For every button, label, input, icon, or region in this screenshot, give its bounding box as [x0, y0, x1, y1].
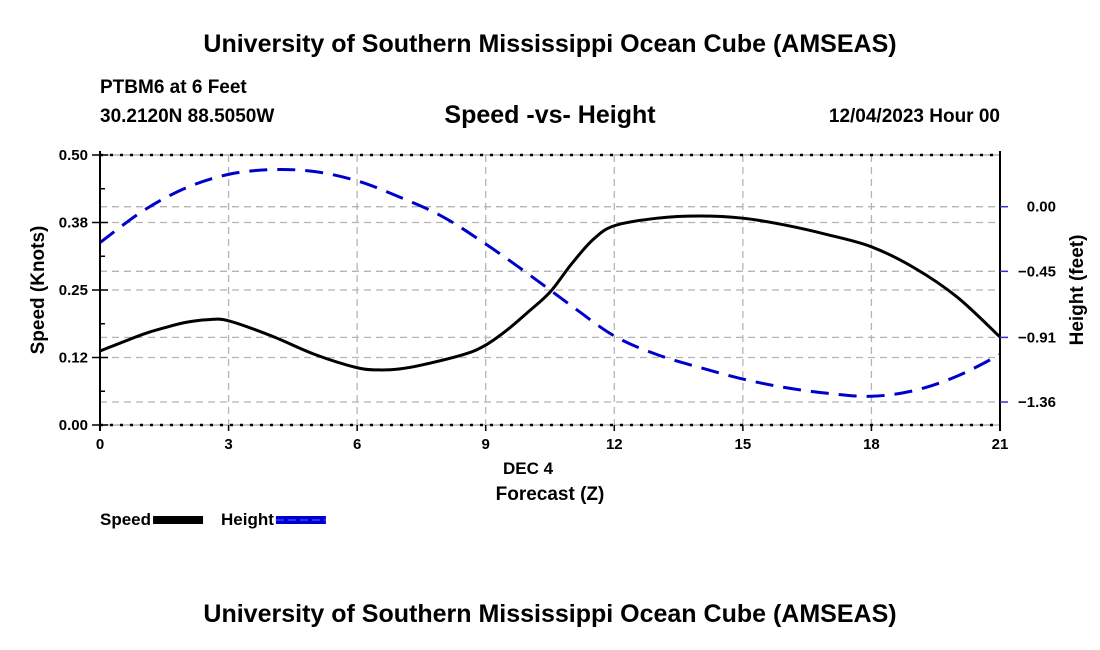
chart-subtitle: Speed -vs- Height: [444, 101, 656, 129]
y-tick-label: 0.38: [59, 215, 88, 232]
y2-tick-label: −0.91: [1018, 329, 1056, 346]
y-axis-label: Speed (Knots): [28, 226, 49, 355]
x-tick-label: 3: [224, 436, 232, 453]
x-axis-label: Forecast (Z): [496, 484, 605, 505]
x-sublabel: DEC 4: [503, 459, 554, 478]
series-layer: [99, 167, 1002, 398]
y2-tick-label: −0.45: [1018, 263, 1056, 280]
y-tick-label: 0.50: [59, 147, 88, 164]
legend: Speed Height: [100, 510, 326, 529]
x-tick-label: 15: [735, 436, 752, 453]
y-tick-label: 0.25: [59, 282, 88, 299]
coordinates-label: 30.2120N 88.5050W: [100, 106, 275, 127]
axes: 0 3 6 9 12 15 18 21 0.00 0.12 0.25 0.38 0.50 0.00 −0.4…: [59, 147, 1056, 453]
x-tick-label: 9: [482, 436, 490, 453]
y2-axis-label: Height (feet): [1067, 235, 1088, 346]
y2-tick-label: −1.36: [1018, 394, 1056, 411]
x-tick-label: 0: [96, 436, 104, 453]
x-tick-label: 18: [863, 436, 880, 453]
series-speed-line: [99, 214, 1002, 372]
forecast-datetime: 12/04/2023 Hour 00: [828, 106, 1000, 127]
x-tick-label: 21: [992, 436, 1009, 453]
station-label: PTBM6 at 6 Feet: [100, 77, 247, 98]
footer-title: University of Southern Mississippi Ocean…: [203, 600, 897, 628]
series-height-line: [99, 167, 1001, 398]
y-tick-label: 0.12: [59, 350, 88, 367]
legend-label-speed: Speed: [100, 510, 151, 529]
legend-swatch-speed: [153, 516, 204, 524]
y-tick-label: 0.00: [59, 417, 88, 434]
chart-title: University of Southern Mississippi Ocean…: [203, 30, 897, 58]
legend-label-height: Height: [221, 510, 274, 529]
y2-tick-label: 0.00: [1027, 199, 1056, 216]
x-tick-label: 6: [353, 436, 361, 453]
x-tick-label: 12: [606, 436, 623, 453]
